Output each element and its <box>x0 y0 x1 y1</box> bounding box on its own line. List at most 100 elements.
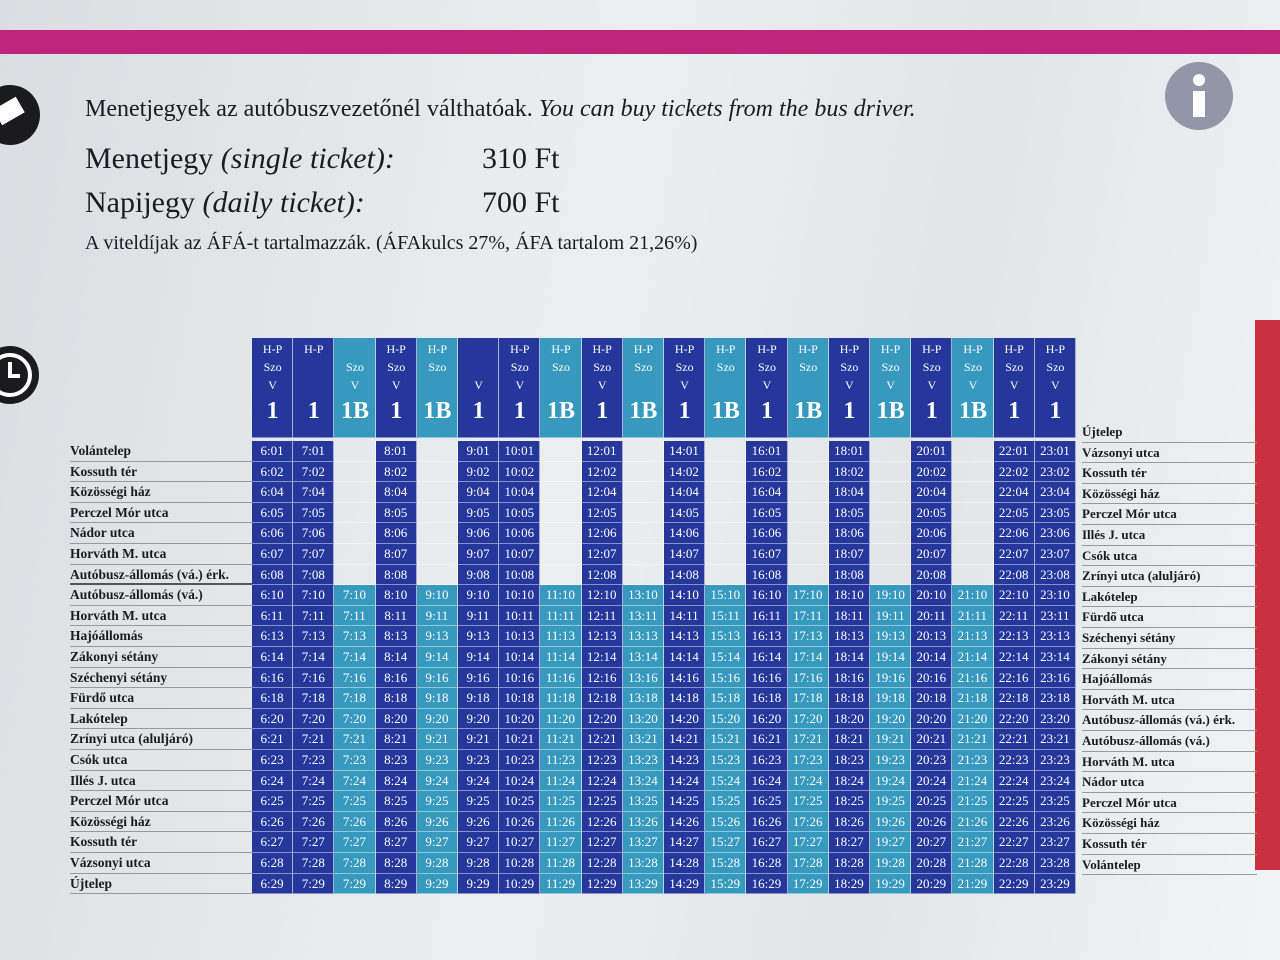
time-cell: 14:02 <box>664 461 706 483</box>
time-cell: 9:11 <box>416 605 458 627</box>
day-label: Szo <box>510 360 529 374</box>
time-cell: 8:24 <box>375 770 417 792</box>
time-cell: 19:10 <box>870 585 912 606</box>
day-label: H-P <box>963 342 983 356</box>
stop-name: Hajóállomás <box>70 626 252 647</box>
time-cell: 18:07 <box>828 544 870 565</box>
time-cell: 14:27 <box>664 832 706 853</box>
empty-cell <box>870 523 912 544</box>
time-cell: 14:14 <box>664 647 706 668</box>
stop-name: Közösségi ház <box>70 812 252 833</box>
day-label: H-P <box>1004 342 1024 356</box>
route-label: 1 <box>1049 398 1062 424</box>
time-cell: 17:16 <box>787 667 829 689</box>
empty-cell <box>952 523 994 544</box>
time-cell: 22:26 <box>993 811 1035 833</box>
empty-cell <box>334 523 376 544</box>
time-cell: 18:27 <box>828 832 870 853</box>
return-stop: Közösségi ház <box>1082 484 1257 505</box>
header-cell <box>787 338 829 438</box>
empty-cell <box>952 441 994 462</box>
time-cell: 16:25 <box>746 791 788 812</box>
time-cell: 15:26 <box>705 811 747 833</box>
time-cell: 18:21 <box>828 729 870 750</box>
empty-cell <box>870 544 912 565</box>
route-label: 1B <box>876 398 905 424</box>
time-cell: 15:24 <box>705 770 747 792</box>
time-cell: 22:11 <box>993 605 1035 627</box>
route-label: 1 <box>678 398 691 424</box>
time-cell: 14:07 <box>664 544 706 565</box>
time-cell: 6:10 <box>252 585 294 606</box>
empty-cell <box>787 544 829 565</box>
time-cell: 17:20 <box>787 708 829 730</box>
time-cell: 22:08 <box>993 564 1035 586</box>
time-cell: 16:05 <box>746 502 788 524</box>
day-label: V <box>350 378 360 392</box>
empty-cell <box>870 482 912 503</box>
time-cell: 20:16 <box>911 667 953 689</box>
time-cell: 15:25 <box>705 791 747 812</box>
time-cell: 10:29 <box>499 873 541 895</box>
time-cell: 10:21 <box>499 729 541 750</box>
day-label: H-P <box>551 342 571 356</box>
stop-name: Nádor utca <box>70 523 252 544</box>
time-cell: 17:26 <box>787 811 829 833</box>
time-cell: 21:27 <box>952 832 994 853</box>
day-label: H-P <box>674 342 695 356</box>
time-cell: 13:16 <box>622 667 664 689</box>
time-cell: 14:21 <box>664 729 706 750</box>
time-cell: 22:13 <box>993 626 1035 647</box>
day-label: V <box>515 378 525 392</box>
time-cell: 19:27 <box>870 832 912 853</box>
header-cell <box>952 338 994 438</box>
time-cell: 8:07 <box>375 544 417 565</box>
time-cell: 16:08 <box>746 564 788 586</box>
empty-cell <box>787 502 829 524</box>
empty-cell <box>870 461 912 483</box>
empty-cell <box>870 502 912 524</box>
info-icon <box>1165 62 1233 130</box>
header-cell <box>458 338 500 438</box>
time-cell: 11:29 <box>540 873 582 895</box>
header-cell <box>416 338 458 438</box>
empty-cell <box>416 502 458 524</box>
time-cell: 22:27 <box>993 832 1035 853</box>
ticket-en: (daily ticket): <box>202 186 365 219</box>
time-cell: 11:16 <box>540 667 582 689</box>
empty-cell <box>705 544 747 565</box>
day-label: H-P <box>757 342 777 356</box>
time-cell: 12:04 <box>581 482 623 503</box>
time-cell: 20:23 <box>911 750 953 771</box>
time-cell: 9:23 <box>416 750 458 771</box>
empty-cell <box>416 461 458 483</box>
time-cell: 9:28 <box>416 853 458 874</box>
time-cell: 10:04 <box>499 482 541 503</box>
time-cell: 7:13 <box>334 626 376 647</box>
route-label: 1 <box>760 398 773 424</box>
time-cell: 9:07 <box>458 544 500 565</box>
day-label: H-P <box>386 342 406 356</box>
header-cell <box>828 338 870 438</box>
empty-cell <box>622 523 664 544</box>
time-cell: 6:28 <box>252 853 294 874</box>
time-cell: 8:16 <box>375 667 417 689</box>
time-cell: 19:25 <box>870 791 912 812</box>
return-stop: Közösségi ház <box>1082 813 1257 834</box>
time-cell: 7:25 <box>293 791 335 812</box>
stop-name: Illés J. utca <box>70 771 252 792</box>
header-cell <box>705 338 747 438</box>
time-cell: 16:28 <box>746 853 788 874</box>
empty-cell <box>705 523 747 544</box>
time-cell: 19:14 <box>870 647 912 668</box>
time-cell: 22:25 <box>993 791 1035 812</box>
day-label: Szo <box>428 360 447 374</box>
time-cell: 9:02 <box>458 461 500 483</box>
time-cell: 18:24 <box>828 770 870 792</box>
time-cell: 6:16 <box>252 667 294 689</box>
time-cell: 13:10 <box>622 585 664 606</box>
empty-cell <box>870 564 912 586</box>
time-cell: 7:21 <box>293 729 335 750</box>
time-cell: 7:26 <box>293 811 335 833</box>
header-cell <box>334 338 376 438</box>
